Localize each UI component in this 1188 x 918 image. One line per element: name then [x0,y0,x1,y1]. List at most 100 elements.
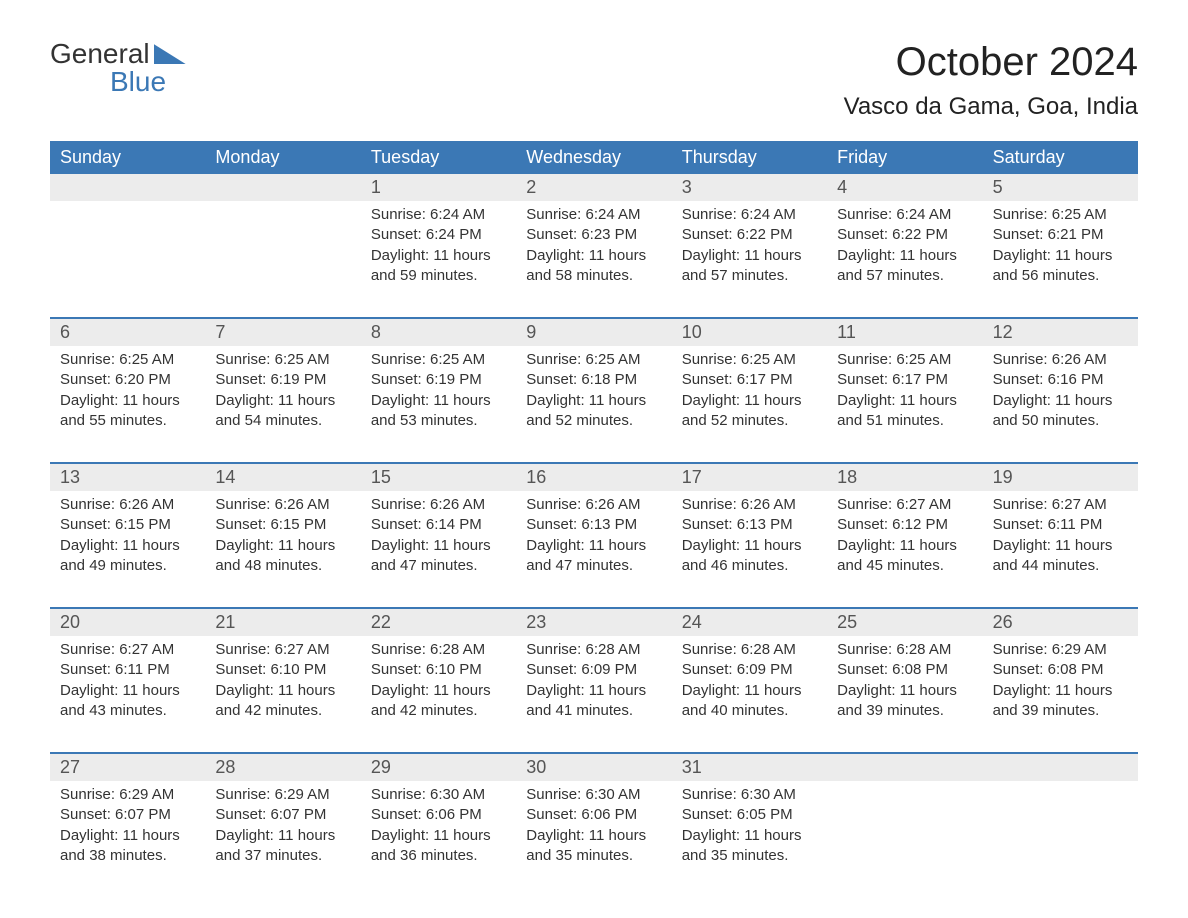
daylight-line: Daylight: 11 hours and 35 minutes. [682,826,817,867]
day-number: 28 [205,754,360,781]
sunrise-line: Sunrise: 6:30 AM [371,785,506,805]
sunrise-line: Sunrise: 6:28 AM [371,640,506,660]
sunrise-line: Sunrise: 6:28 AM [682,640,817,660]
sunrise-line: Sunrise: 6:25 AM [682,350,817,370]
day-number: 22 [361,609,516,636]
sunset-line: Sunset: 6:08 PM [837,660,972,680]
day-number: 6 [50,319,205,346]
sunset-line: Sunset: 6:16 PM [993,370,1128,390]
daylight-line: Daylight: 11 hours and 39 minutes. [993,681,1128,722]
day-cell [50,201,205,301]
day-cell [983,781,1138,881]
sunrise-line: Sunrise: 6:24 AM [526,205,661,225]
day-number: 23 [516,609,671,636]
sunset-line: Sunset: 6:17 PM [837,370,972,390]
day-number: 4 [827,174,982,201]
sunrise-line: Sunrise: 6:28 AM [526,640,661,660]
daylight-line: Daylight: 11 hours and 36 minutes. [371,826,506,867]
sunset-line: Sunset: 6:13 PM [526,515,661,535]
sunset-line: Sunset: 6:11 PM [60,660,195,680]
sunrise-line: Sunrise: 6:26 AM [526,495,661,515]
sunset-line: Sunset: 6:23 PM [526,225,661,245]
day-number [50,174,205,201]
day-cell: Sunrise: 6:26 AMSunset: 6:16 PMDaylight:… [983,346,1138,446]
daylight-line: Daylight: 11 hours and 49 minutes. [60,536,195,577]
sunrise-line: Sunrise: 6:24 AM [837,205,972,225]
day-cell: Sunrise: 6:26 AMSunset: 6:14 PMDaylight:… [361,491,516,591]
sunrise-line: Sunrise: 6:25 AM [215,350,350,370]
day-cell: Sunrise: 6:27 AMSunset: 6:11 PMDaylight:… [983,491,1138,591]
sunrise-line: Sunrise: 6:26 AM [215,495,350,515]
daylight-line: Daylight: 11 hours and 37 minutes. [215,826,350,867]
daylight-line: Daylight: 11 hours and 56 minutes. [993,246,1128,287]
sunrise-line: Sunrise: 6:25 AM [993,205,1128,225]
calendar-week: 20212223242526Sunrise: 6:27 AMSunset: 6:… [50,607,1138,736]
daylight-line: Daylight: 11 hours and 43 minutes. [60,681,195,722]
brand-logo: General Blue [50,40,186,96]
daylight-line: Daylight: 11 hours and 40 minutes. [682,681,817,722]
day-number: 11 [827,319,982,346]
day-cell: Sunrise: 6:29 AMSunset: 6:08 PMDaylight:… [983,636,1138,736]
day-number: 7 [205,319,360,346]
day-number: 3 [672,174,827,201]
sunset-line: Sunset: 6:09 PM [682,660,817,680]
daynum-row: 2728293031 [50,754,1138,781]
day-number: 16 [516,464,671,491]
daylight-line: Daylight: 11 hours and 47 minutes. [371,536,506,577]
day-cell: Sunrise: 6:30 AMSunset: 6:06 PMDaylight:… [516,781,671,881]
sunrise-line: Sunrise: 6:29 AM [993,640,1128,660]
day-cell: Sunrise: 6:30 AMSunset: 6:05 PMDaylight:… [672,781,827,881]
daylight-line: Daylight: 11 hours and 55 minutes. [60,391,195,432]
sunrise-line: Sunrise: 6:30 AM [526,785,661,805]
day-number: 13 [50,464,205,491]
sunset-line: Sunset: 6:11 PM [993,515,1128,535]
calendar-weeks: 12345Sunrise: 6:24 AMSunset: 6:24 PMDayl… [50,174,1138,881]
daylight-line: Daylight: 11 hours and 44 minutes. [993,536,1128,577]
brand-text-blue: Blue [50,68,186,96]
day-number: 29 [361,754,516,781]
day-cell: Sunrise: 6:24 AMSunset: 6:22 PMDaylight:… [827,201,982,301]
sunrise-line: Sunrise: 6:26 AM [682,495,817,515]
weekday-sunday: Sunday [50,141,205,174]
calendar-week: 6789101112Sunrise: 6:25 AMSunset: 6:20 P… [50,317,1138,446]
sunset-line: Sunset: 6:10 PM [215,660,350,680]
sunset-line: Sunset: 6:06 PM [371,805,506,825]
sunrise-line: Sunrise: 6:27 AM [993,495,1128,515]
day-cell: Sunrise: 6:25 AMSunset: 6:21 PMDaylight:… [983,201,1138,301]
day-cell: Sunrise: 6:26 AMSunset: 6:13 PMDaylight:… [516,491,671,591]
day-number: 9 [516,319,671,346]
daylight-line: Daylight: 11 hours and 41 minutes. [526,681,661,722]
day-number: 31 [672,754,827,781]
weekday-monday: Monday [205,141,360,174]
weekday-friday: Friday [827,141,982,174]
sunset-line: Sunset: 6:22 PM [682,225,817,245]
sunset-line: Sunset: 6:19 PM [215,370,350,390]
sunrise-line: Sunrise: 6:26 AM [371,495,506,515]
daylight-line: Daylight: 11 hours and 38 minutes. [60,826,195,867]
sunrise-line: Sunrise: 6:27 AM [215,640,350,660]
day-number: 26 [983,609,1138,636]
day-cell: Sunrise: 6:29 AMSunset: 6:07 PMDaylight:… [205,781,360,881]
sunset-line: Sunset: 6:22 PM [837,225,972,245]
day-cell: Sunrise: 6:28 AMSunset: 6:10 PMDaylight:… [361,636,516,736]
day-number: 1 [361,174,516,201]
sunrise-line: Sunrise: 6:27 AM [837,495,972,515]
sunrise-line: Sunrise: 6:27 AM [60,640,195,660]
day-cell: Sunrise: 6:27 AMSunset: 6:10 PMDaylight:… [205,636,360,736]
daylight-line: Daylight: 11 hours and 47 minutes. [526,536,661,577]
daylight-line: Daylight: 11 hours and 45 minutes. [837,536,972,577]
day-cell: Sunrise: 6:28 AMSunset: 6:09 PMDaylight:… [516,636,671,736]
daylight-line: Daylight: 11 hours and 52 minutes. [526,391,661,432]
sunrise-line: Sunrise: 6:28 AM [837,640,972,660]
sunset-line: Sunset: 6:15 PM [215,515,350,535]
day-number: 2 [516,174,671,201]
brand-text-general: General [50,40,150,68]
sunset-line: Sunset: 6:10 PM [371,660,506,680]
sunset-line: Sunset: 6:09 PM [526,660,661,680]
sunrise-line: Sunrise: 6:24 AM [371,205,506,225]
sunset-line: Sunset: 6:17 PM [682,370,817,390]
day-number: 17 [672,464,827,491]
sunset-line: Sunset: 6:15 PM [60,515,195,535]
day-number: 12 [983,319,1138,346]
day-number: 8 [361,319,516,346]
